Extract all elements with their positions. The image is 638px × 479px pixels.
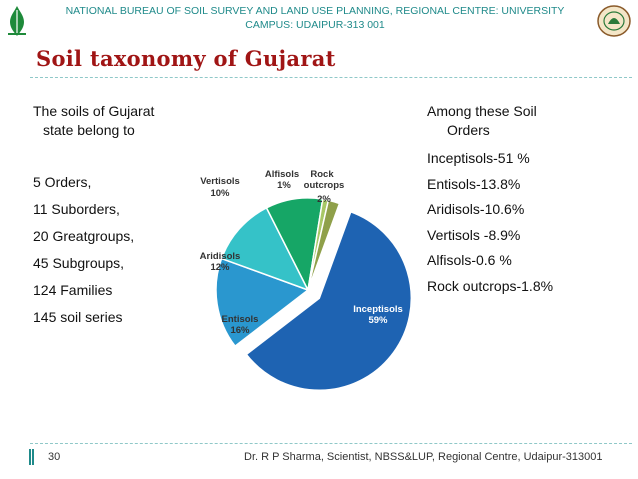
intro-line-2: state belong to [43,122,135,138]
order-item: Inceptisols-51 % [427,150,530,166]
intro-text: The soils of Gujarat state belong to [33,102,223,140]
fact-item: 124 Families [33,282,113,298]
fact-item: 5 Orders, [33,174,92,190]
footer-mark-icon [29,449,34,465]
intro-line-1: The soils of Gujarat [33,103,155,119]
footer-divider [30,443,632,444]
left-text-block: The soils of Gujarat state belong to 5 O… [33,102,223,336]
order-item: Entisols-13.8% [427,175,521,192]
right-logo-icon [597,5,631,37]
fact-item: 45 Subgroups, [33,255,125,271]
fact-item: 20 Greatgroups, [33,228,135,244]
order-item: Rock outcrops-1.8% [427,277,554,294]
orders-list: Inceptisols-51 % Entisols-13.8% Aridisol… [427,150,627,303]
order-item: Vertisols -8.9% [427,226,521,243]
left-logo-icon [8,6,26,36]
pie-category-label: Vertisols [200,176,240,187]
pie-category-label: Entisols [222,314,259,325]
page-title: Soil taxonomy of Gujarat [36,46,336,71]
fact-item: 11 Suborders, [33,201,120,217]
pie-value-label: 2% [317,194,331,205]
header-line-1: NATIONAL BUREAU OF SOIL SURVEY AND LAND … [65,5,565,17]
order-item: Aridisols-10.6% [427,201,525,217]
pie-slice-aridisols [220,206,310,292]
title-divider [30,77,632,78]
pie-slice-rock-outcrops [307,199,341,291]
pie-slice-entisols [215,257,310,348]
page-number: 30 [48,451,61,463]
facts-list: 5 Orders, 11 Suborders, 20 Greatgroups, … [33,174,223,336]
pie-category-label: Inceptisols [353,304,403,315]
right-text-block: Among these Soil Orders Inceptisols-51 %… [427,102,627,303]
pie-category-label: Alfisols [265,169,299,180]
pie-value-label: 16% [230,325,250,336]
orders-heading-line-1: Among these Soil [427,103,537,119]
header-line-2: CAMPUS: UDAIPUR-313 001 [245,19,385,31]
order-item: Alfisols-0.6 % [427,252,512,268]
orders-heading: Among these Soil Orders [427,102,627,140]
pie-value-label: 59% [368,315,388,326]
orders-heading-line-2: Orders [447,122,490,138]
pie-value-label: 12% [210,262,230,273]
pie-category-label: Aridisols [200,251,241,262]
fact-item: 145 soil series [33,309,123,325]
pie-category-label: outcrops [304,180,345,191]
header: NATIONAL BUREAU OF SOIL SURVEY AND LAND … [40,4,590,32]
pie-value-label: 1% [277,180,291,191]
pie-slice-inceptisols [245,210,413,390]
footer-credit: Dr. R P Sharma, Scientist, NBSS&LUP, Reg… [244,451,603,463]
pie-category-label: Rock [310,169,334,180]
pie-value-label: 10% [210,188,230,199]
